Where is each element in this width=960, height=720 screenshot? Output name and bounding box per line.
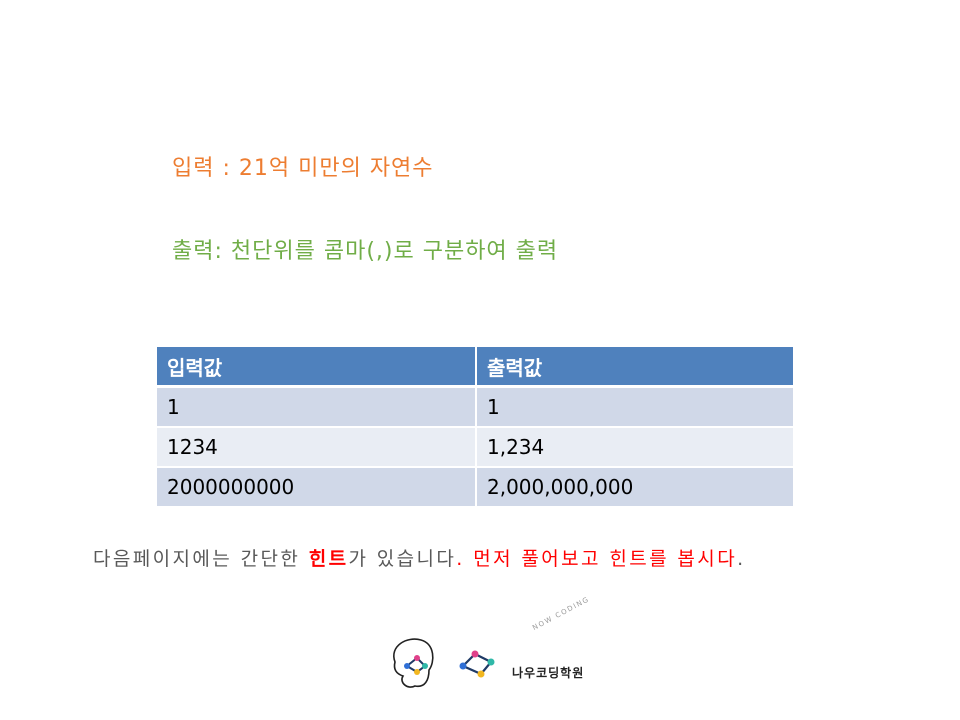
io-example-table: 입력값 출력값 1 1 1234 1,234 2000000000 2,000,… <box>155 345 795 508</box>
cell-input: 1234 <box>155 426 477 468</box>
table-row: 2000000000 2,000,000,000 <box>155 466 795 508</box>
cell-output: 1 <box>475 385 795 428</box>
hint-instruction: 먼저 풀어보고 힌트를 봅시다 <box>464 548 738 570</box>
table-header-row: 입력값 출력값 <box>155 345 795 388</box>
output-requirement: 출력: 천단위를 콤마(,)로 구분하여 출력 <box>172 239 559 264</box>
hint-keyword: 힌트 <box>308 548 349 570</box>
cell-output: 1,234 <box>475 426 795 468</box>
network-icon-small <box>404 655 428 675</box>
cell-input: 1 <box>155 385 477 428</box>
logo-arc-text: NOW CODING <box>531 595 591 632</box>
header-input: 입력값 <box>155 345 477 388</box>
network-icon-large <box>459 650 495 678</box>
table-row: 1234 1,234 <box>155 426 795 468</box>
hint-text-1: 다음페이지에는 간단한 <box>93 548 309 570</box>
hint-notice: 다음페이지에는 간단한 힌트가 있습니다. 먼저 풀어보고 힌트를 봅시다. <box>93 544 746 571</box>
cell-input: 2000000000 <box>155 466 477 508</box>
hint-period: . <box>456 548 465 570</box>
now-coding-logo-icon <box>393 638 495 688</box>
header-output: 출력값 <box>475 345 795 388</box>
hint-text-2: 가 있습니다 <box>348 548 457 570</box>
table-row: 1 1 <box>155 385 795 428</box>
logo-name: 나우코딩학원 <box>512 666 585 680</box>
cell-output: 2,000,000,000 <box>475 466 795 508</box>
hint-period-end: . <box>737 548 746 570</box>
input-requirement: 입력 : 21억 미만의 자연수 <box>172 156 434 181</box>
